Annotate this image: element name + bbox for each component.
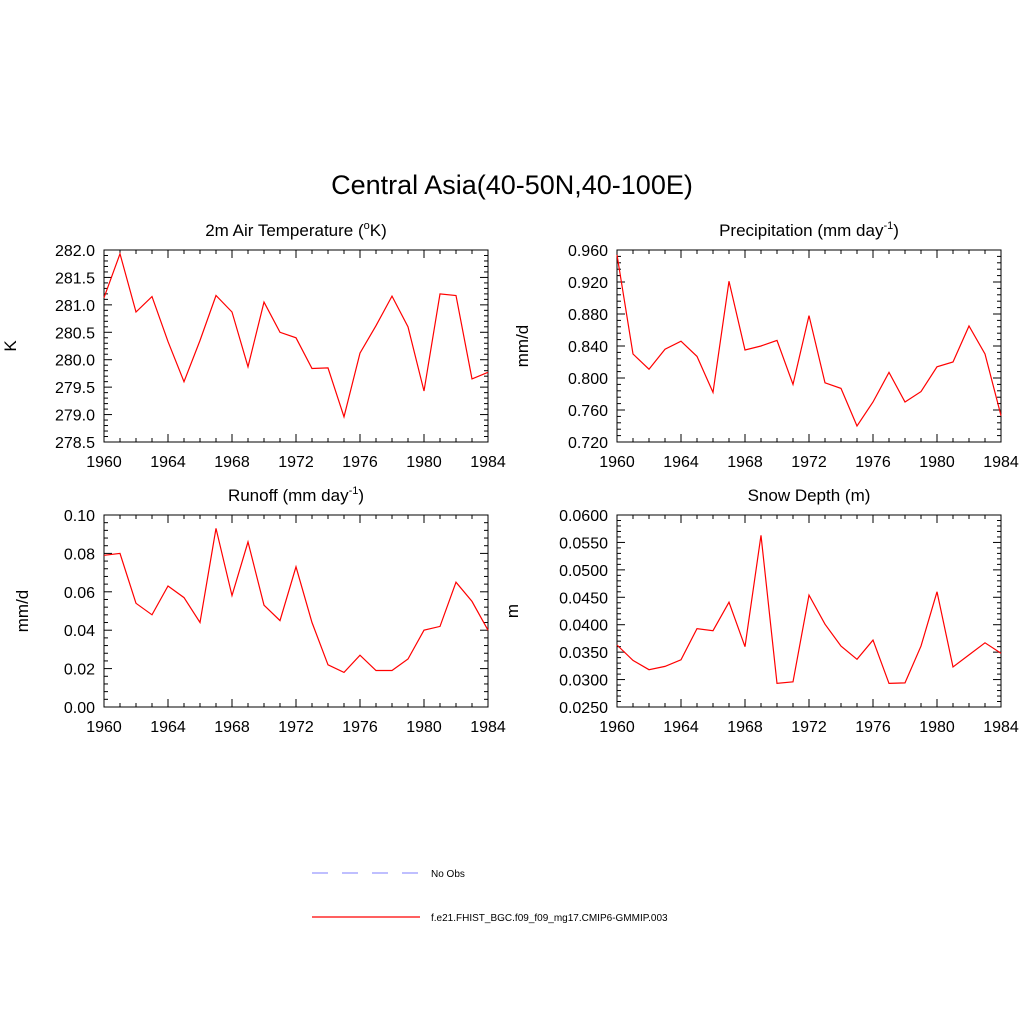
y-tick-label: 0.0400 [559,618,608,635]
x-tick-label: 1964 [150,454,186,471]
x-tick-label: 1968 [214,454,250,471]
y-tick-label: 0.0300 [559,673,608,690]
y-tick-label: 0.06 [64,585,95,602]
x-tick-label: 1980 [406,719,442,736]
y-axis-label: mm/d [513,325,532,368]
y-tick-label: 0.0600 [559,508,608,525]
x-tick-label: 1984 [983,719,1019,736]
y-tick-label: 0.00 [64,700,95,717]
x-tick-label: 1964 [663,719,699,736]
y-tick-label: 0.960 [568,243,608,260]
y-tick-label: 0.0450 [559,590,608,607]
legend: No Obs f.e21.FHIST_BGC.f09_f09_mg17.CMIP6… [312,869,668,924]
panel-4: 1960 1964 1968 1972 1976 1980 1984 0.0600 0.0550… [503,486,1019,736]
legend-label: No Obs [431,869,465,880]
y-tick-label: 0.0500 [559,563,608,580]
y-tick-label: 0.10 [64,508,95,525]
x-tick-label: 1972 [791,719,827,736]
x-tick-label: 1980 [919,719,955,736]
x-tick-label: 1972 [278,454,314,471]
plot-frame [103,249,489,443]
y-axis-label: K [1,340,20,352]
panel-2: 1960 1964 1968 1972 1976 1980 1984 0.960 0.920 0.… [513,220,1019,471]
y-tick-label: 0.02 [64,662,95,679]
panel-title: Runoff (mm day-1) [228,485,364,505]
y-tick-label: 280.5 [55,325,95,342]
y-tick-label: 0.720 [568,435,608,452]
x-tick-label: 1960 [86,454,122,471]
y-tick-label: 0.0350 [559,645,608,662]
panel-title: Precipitation (mm day-1) [719,220,899,240]
x-tick-label: 1964 [663,454,699,471]
plot-frame [103,514,489,708]
panel-3: 1960 1964 1968 1972 1976 1980 1984 0.10 0.08 0.06… [13,485,506,736]
plot-frame [616,514,1002,708]
y-tick-label: 282.0 [55,243,95,260]
y-tick-label: 280.0 [55,353,95,370]
x-tick-label: 1976 [855,719,891,736]
x-tick-label: 1960 [599,719,635,736]
y-tick-label: 0.800 [568,371,608,388]
y-tick-label: 281.5 [55,270,95,287]
x-tick-label: 1960 [86,719,122,736]
x-tick-label: 1968 [727,719,763,736]
x-tick-label: 1976 [342,719,378,736]
x-tick-label: 1960 [599,454,635,471]
panel-title: Snow Depth (m) [748,486,871,505]
y-tick-label: 0.0550 [559,535,608,552]
y-tick-label: 281.0 [55,298,95,315]
y-tick-label: 0.880 [568,307,608,324]
x-tick-label: 1976 [342,454,378,471]
series-line [616,535,1002,685]
x-tick-label: 1968 [214,719,250,736]
x-tick-label: 1980 [406,454,442,471]
x-tick-label: 1976 [855,454,891,471]
y-tick-label: 0.04 [64,623,95,640]
y-tick-label: 279.0 [55,408,95,425]
series-line [103,528,489,674]
x-tick-label: 1964 [150,719,186,736]
y-tick-label: 0.0250 [559,700,608,717]
series-line [616,254,1002,428]
x-tick-label: 1972 [791,454,827,471]
x-tick-label: 1972 [278,719,314,736]
series-line [103,251,489,419]
y-tick-label: 0.920 [568,275,608,292]
y-tick-label: 0.760 [568,403,608,420]
y-tick-label: 279.5 [55,380,95,397]
y-tick-label: 278.5 [55,435,95,452]
x-tick-label: 1984 [983,454,1019,471]
x-tick-label: 1984 [470,719,506,736]
figure-title: Central Asia(40-50N,40-100E) [331,170,693,200]
x-tick-label: 1968 [727,454,763,471]
plot-frame [616,249,1002,443]
y-axis-label: mm/d [13,590,32,633]
y-axis-label: m [503,604,522,618]
x-tick-label: 1984 [470,454,506,471]
panel-title: 2m Air Temperature (oK) [205,220,387,240]
x-tick-label: 1980 [919,454,955,471]
y-tick-label: 0.08 [64,546,95,563]
legend-label: f.e21.FHIST_BGC.f09_f09_mg17.CMIP6-GMMIP… [431,913,668,924]
panel-1: 1960 1964 1968 1972 1976 1980 1984 282.0 281.5 28… [1,220,506,471]
y-tick-label: 0.840 [568,339,608,356]
